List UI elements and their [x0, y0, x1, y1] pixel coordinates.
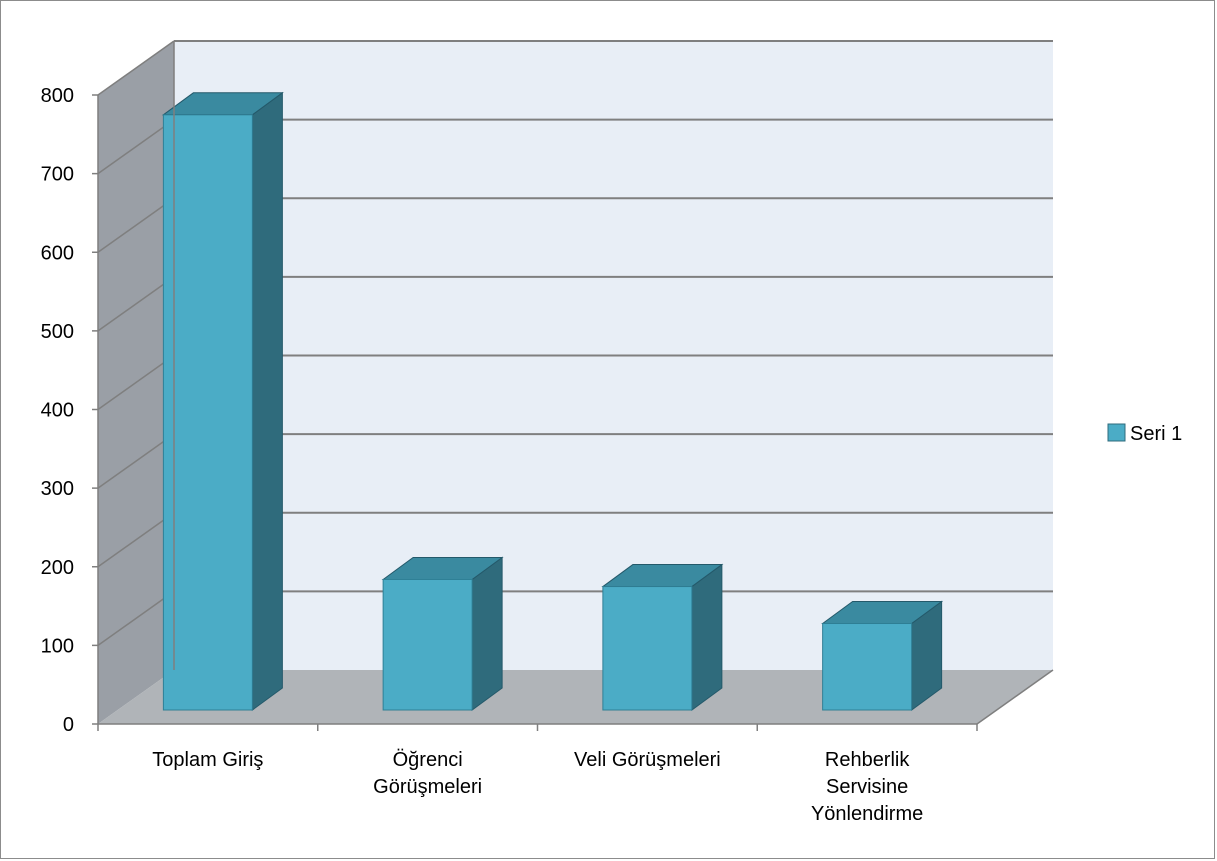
y-tick-label: 300: [41, 478, 74, 500]
bar-1: [381, 556, 504, 711]
gridline-side: [97, 276, 175, 332]
y-tick-label: 200: [41, 557, 74, 579]
y-tick-label: 0: [63, 714, 74, 736]
y-tick-label: 700: [41, 164, 74, 186]
y-tick-label: 600: [41, 242, 74, 264]
x-category-label: Öğrenci Görüşmeleri: [373, 749, 482, 798]
bar-front-face: [382, 578, 473, 711]
y-tick-label: 100: [41, 635, 74, 657]
x-category-label: Toplam Giriş: [152, 749, 263, 771]
floor: [98, 670, 1053, 724]
bar-0: [161, 91, 284, 711]
floor-edge: [976, 669, 1054, 725]
x-category-label: Veli Görüşmeleri: [574, 749, 721, 771]
gridlines: [97, 40, 1053, 646]
gridline-side: [97, 354, 175, 411]
y-tick-label: 500: [41, 321, 74, 343]
x-category-label: Rehberlik Servisine Yönlendirme: [811, 749, 923, 825]
bar-side-face: [251, 91, 283, 711]
gridline-side: [97, 197, 175, 253]
gridline-side: [97, 433, 175, 489]
bar-side-face: [691, 563, 723, 711]
bars: [161, 91, 944, 711]
legend-swatch-seri-1: [1107, 423, 1126, 442]
bar-front-face: [602, 586, 693, 711]
y-tick-label: 800: [41, 85, 74, 107]
bar-3: [821, 600, 944, 711]
gridline-side: [97, 119, 175, 175]
y-tick-label: 400: [41, 400, 74, 422]
gridline-side: [97, 590, 175, 646]
bar-front-face: [822, 623, 913, 711]
gridline-side: [97, 512, 175, 568]
axes: [92, 41, 1054, 731]
legend-label-seri-1: Seri 1: [1130, 423, 1182, 445]
bar-2: [601, 563, 724, 711]
bar-side-face: [471, 556, 503, 711]
gridline-side: [97, 40, 175, 96]
legend: Seri 1: [1107, 423, 1182, 445]
y-tick-labels: 0 100 200 300 400 500 600 700 800: [41, 85, 74, 736]
x-category-labels: Toplam Giriş Öğrenci Görüşmeleri Veli Görüş…: [152, 749, 923, 825]
bar-front-face: [162, 114, 253, 711]
